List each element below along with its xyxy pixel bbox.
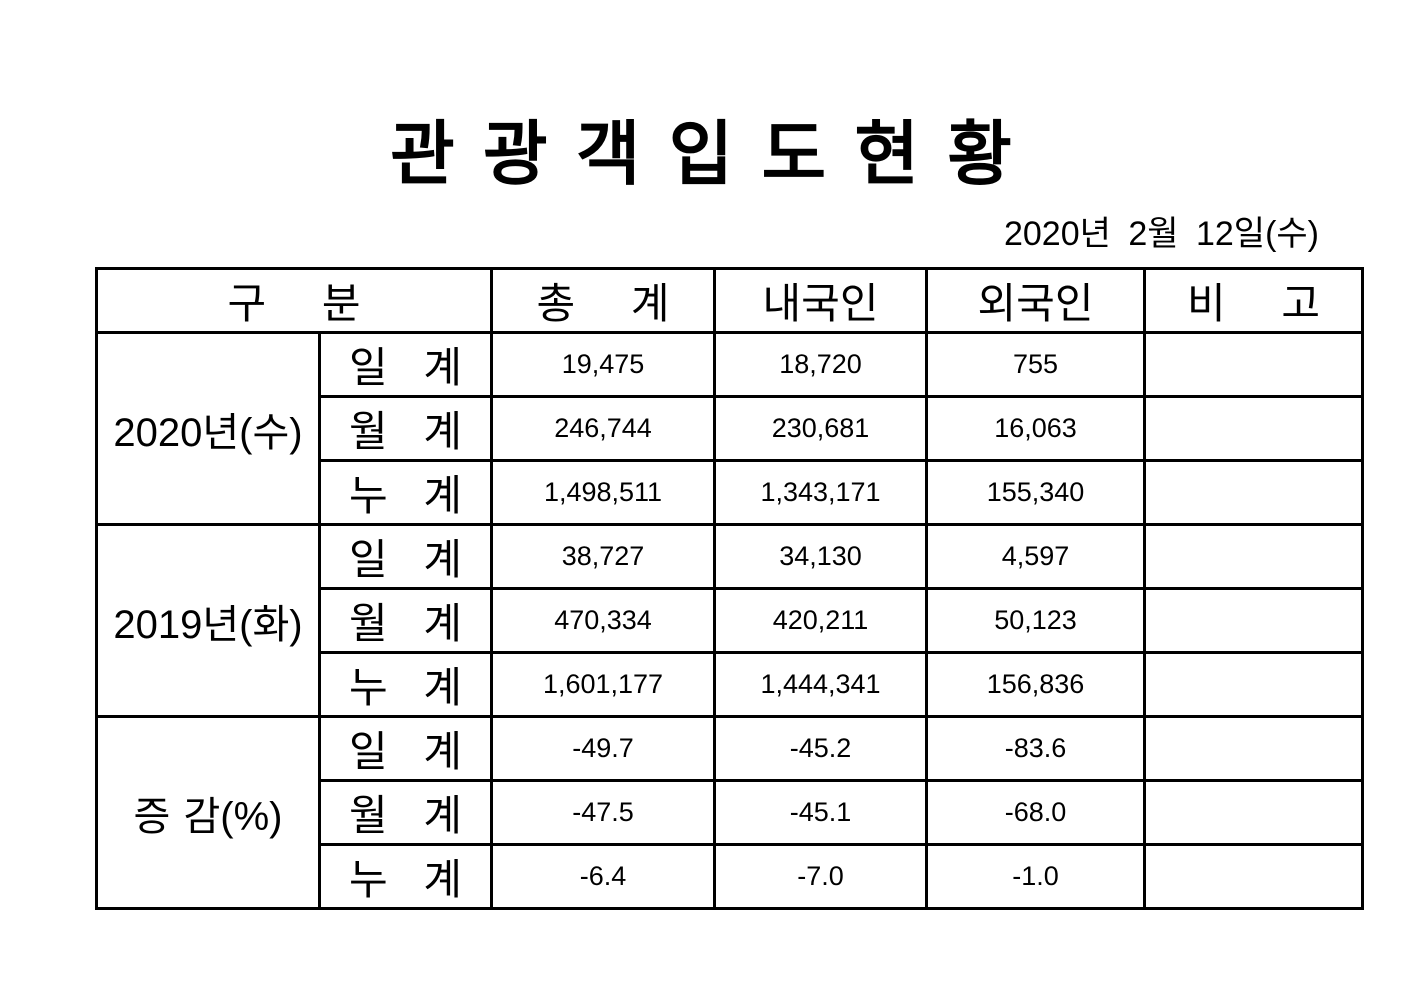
note-cell: [1143, 523, 1365, 590]
table-row: 누 계 -6.4 -7.0 -1.0: [97, 843, 1365, 910]
table-row: 누 계 1,601,177 1,444,341 156,836: [97, 651, 1365, 718]
value-total: 19,475: [490, 331, 717, 398]
note-cell: [1143, 715, 1365, 782]
tourist-arrivals-table: 구 분 총 계 내국인 외국인 비 고 2020년(수) 일 계 19,475 …: [94, 267, 1365, 910]
row-label: 누 계: [317, 651, 494, 718]
value-total: -49.7: [490, 715, 717, 782]
report-date: 2020년 2월 12일(수): [1003, 215, 1319, 253]
row-label: 월 계: [317, 395, 494, 462]
group-label-2019: 2019년(화): [95, 523, 321, 718]
note-cell: [1143, 331, 1365, 398]
header-category: 구 분: [94, 267, 494, 334]
value-domestic: -45.1: [713, 779, 929, 846]
group-label-change: 증 감(%): [95, 715, 321, 910]
table-header-row: 구 분 총 계 내국인 외국인 비 고: [94, 267, 1365, 334]
page-title: 관 광 객 입 도 현 황: [390, 115, 1013, 193]
value-total: -6.4: [490, 843, 717, 910]
value-domestic: 230,681: [713, 395, 929, 462]
row-label: 월 계: [317, 587, 494, 654]
value-domestic: 1,444,341: [713, 651, 929, 718]
note-cell: [1143, 459, 1365, 526]
value-foreign: 755: [925, 331, 1147, 398]
value-domestic: 420,211: [713, 587, 929, 654]
note-cell: [1143, 779, 1365, 846]
value-total: 1,498,511: [490, 459, 717, 526]
value-foreign: -83.6: [925, 715, 1147, 782]
header-note: 비 고: [1143, 267, 1365, 334]
value-total: 38,727: [490, 523, 717, 590]
value-foreign: 156,836: [925, 651, 1147, 718]
value-domestic: 1,343,171: [713, 459, 929, 526]
value-foreign: -1.0: [925, 843, 1147, 910]
value-total: 1,601,177: [490, 651, 717, 718]
value-foreign: 155,340: [925, 459, 1147, 526]
value-domestic: -45.2: [713, 715, 929, 782]
row-label: 누 계: [317, 843, 494, 910]
value-foreign: 50,123: [925, 587, 1147, 654]
row-label: 누 계: [317, 459, 494, 526]
value-domestic: -7.0: [713, 843, 929, 910]
table-row: 2019년(화) 일 계 38,727 34,130 4,597: [95, 523, 1365, 718]
table-row: 증 감(%) 일 계 -49.7 -45.2 -83.6: [95, 715, 1365, 910]
value-foreign: 4,597: [925, 523, 1147, 590]
value-foreign: -68.0: [925, 779, 1147, 846]
note-cell: [1143, 843, 1365, 910]
value-domestic: 18,720: [713, 331, 929, 398]
header-foreign: 외국인: [925, 267, 1147, 334]
table-row: 2020년(수) 일 계 19,475 18,720 755: [95, 331, 1365, 526]
table-row: 월 계 470,334 420,211 50,123: [97, 587, 1365, 654]
note-cell: [1143, 395, 1365, 462]
table-row: 누 계 1,498,511 1,343,171 155,340: [97, 459, 1365, 526]
header-domestic: 내국인: [713, 267, 929, 334]
row-label: 일 계: [317, 331, 494, 398]
value-total: 470,334: [490, 587, 717, 654]
table-row: 월 계 -47.5 -45.1 -68.0: [97, 779, 1365, 846]
group-label-2020: 2020년(수): [95, 331, 321, 526]
note-cell: [1143, 587, 1365, 654]
value-foreign: 16,063: [925, 395, 1147, 462]
header-total: 총 계: [490, 267, 717, 334]
table-row: 월 계 246,744 230,681 16,063: [97, 395, 1365, 462]
value-total: -47.5: [490, 779, 717, 846]
row-label: 일 계: [317, 715, 494, 782]
row-label: 일 계: [317, 523, 494, 590]
note-cell: [1143, 651, 1365, 718]
value-domestic: 34,130: [713, 523, 929, 590]
value-total: 246,744: [490, 395, 717, 462]
row-label: 월 계: [317, 779, 494, 846]
